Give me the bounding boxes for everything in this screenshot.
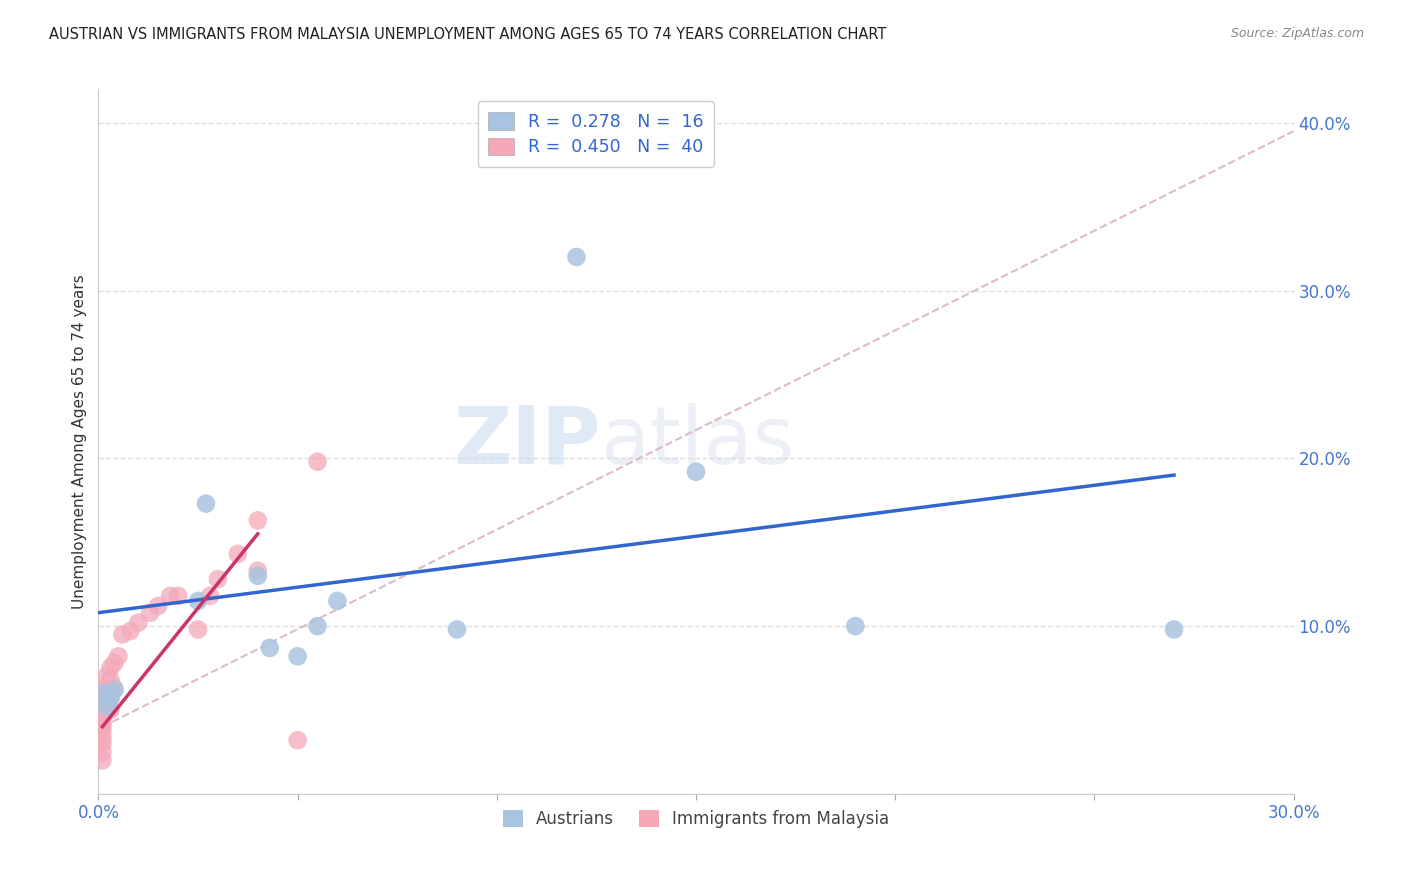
Point xyxy=(159,589,181,603)
Point xyxy=(195,497,218,511)
Point xyxy=(107,649,129,664)
Point xyxy=(91,724,114,739)
Text: ZIP: ZIP xyxy=(453,402,600,481)
Point xyxy=(287,733,309,747)
Text: atlas: atlas xyxy=(600,402,794,481)
Point xyxy=(91,690,114,704)
Point xyxy=(226,547,249,561)
Point xyxy=(246,564,269,578)
Point xyxy=(96,669,118,683)
Point xyxy=(139,606,162,620)
Point xyxy=(207,572,229,586)
Text: AUSTRIAN VS IMMIGRANTS FROM MALAYSIA UNEMPLOYMENT AMONG AGES 65 TO 74 YEARS CORR: AUSTRIAN VS IMMIGRANTS FROM MALAYSIA UNE… xyxy=(49,27,887,42)
Point xyxy=(91,720,114,734)
Point xyxy=(91,681,114,696)
Point xyxy=(103,681,125,696)
Point xyxy=(96,682,118,697)
Point xyxy=(96,695,118,709)
Point xyxy=(198,589,221,603)
Legend: Austrians, Immigrants from Malaysia: Austrians, Immigrants from Malaysia xyxy=(496,804,896,835)
Point xyxy=(91,713,114,727)
Point xyxy=(103,656,125,670)
Point xyxy=(98,691,122,706)
Point xyxy=(98,703,122,717)
Point xyxy=(98,682,122,697)
Point xyxy=(91,716,114,731)
Point xyxy=(91,703,114,717)
Point xyxy=(91,731,114,746)
Point xyxy=(148,599,170,613)
Point xyxy=(91,709,114,723)
Point xyxy=(1163,623,1185,637)
Point xyxy=(91,698,114,712)
Point xyxy=(326,594,349,608)
Point xyxy=(187,623,209,637)
Y-axis label: Unemployment Among Ages 65 to 74 years: Unemployment Among Ages 65 to 74 years xyxy=(72,274,87,609)
Point xyxy=(685,465,707,479)
Point xyxy=(187,594,209,608)
Point xyxy=(98,691,122,706)
Point xyxy=(98,661,122,675)
Point xyxy=(446,623,468,637)
Point xyxy=(167,589,190,603)
Point xyxy=(98,673,122,687)
Point xyxy=(259,640,281,655)
Point xyxy=(103,682,125,697)
Point xyxy=(120,624,142,639)
Point xyxy=(91,686,114,700)
Point xyxy=(246,513,269,527)
Point xyxy=(246,568,269,582)
Point xyxy=(96,699,118,714)
Point xyxy=(844,619,866,633)
Point xyxy=(111,627,134,641)
Point xyxy=(127,615,149,630)
Point xyxy=(91,745,114,759)
Point xyxy=(91,753,114,767)
Point xyxy=(96,703,118,717)
Point xyxy=(307,619,329,633)
Point xyxy=(565,250,588,264)
Text: Source: ZipAtlas.com: Source: ZipAtlas.com xyxy=(1230,27,1364,40)
Point xyxy=(307,455,329,469)
Point xyxy=(287,649,309,664)
Point xyxy=(91,737,114,751)
